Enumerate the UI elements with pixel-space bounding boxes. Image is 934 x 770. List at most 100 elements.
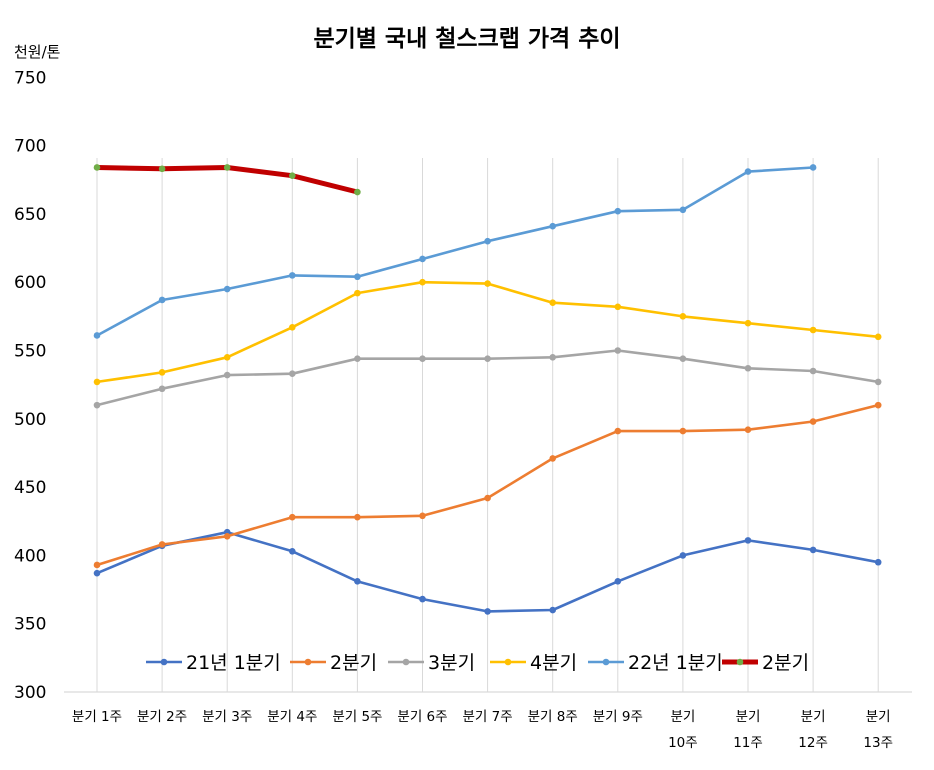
data-point — [93, 164, 101, 171]
x-tick-label: 분기 5주 — [332, 709, 382, 725]
data-point — [484, 355, 491, 362]
data-point — [614, 347, 622, 354]
data-point — [158, 296, 166, 304]
data-point — [744, 319, 752, 327]
y-tick-label: 700 — [14, 137, 46, 157]
legend-label: 22년 1분기 — [628, 652, 723, 674]
data-point — [93, 378, 101, 386]
series-line — [95, 166, 815, 337]
y-tick-label: 400 — [14, 546, 46, 566]
chart-title: 분기별 국내 철스크랩 가격 추이 — [313, 26, 620, 52]
data-point — [679, 313, 687, 320]
data-point — [158, 385, 166, 393]
legend-label: 3분기 — [428, 652, 475, 674]
data-point — [93, 332, 101, 339]
data-point — [614, 427, 622, 435]
legend-marker — [402, 658, 410, 666]
x-tick-label: 분기 — [736, 709, 761, 725]
x-tick-label: 분기 2주 — [137, 709, 187, 725]
data-point — [223, 164, 231, 171]
data-point — [679, 206, 687, 214]
legend-marker — [304, 658, 312, 666]
data-point — [223, 532, 231, 540]
data-point — [549, 606, 556, 614]
data-point — [874, 558, 882, 566]
data-point — [354, 355, 361, 362]
y-tick-label: 550 — [14, 342, 46, 362]
data-point — [679, 552, 687, 559]
data-point — [93, 569, 101, 577]
x-tick-label: 분기 7주 — [463, 709, 513, 725]
data-point — [744, 168, 752, 175]
data-point — [484, 237, 491, 245]
y-tick-label: 300 — [14, 683, 46, 703]
data-point — [679, 355, 687, 362]
data-point — [223, 371, 231, 379]
data-point — [874, 378, 882, 386]
data-point — [614, 303, 622, 311]
y-tick-label: 600 — [14, 273, 46, 293]
y-axis-unit-label: 천원/톤 — [14, 43, 60, 61]
data-point — [354, 578, 361, 585]
data-point — [419, 595, 426, 603]
data-point — [809, 326, 817, 334]
y-tick-label: 450 — [14, 478, 46, 498]
data-point — [93, 561, 101, 569]
data-point — [874, 333, 882, 341]
data-point — [419, 512, 426, 520]
data-point — [679, 427, 687, 435]
legend-label: 2분기 — [330, 652, 377, 674]
data-point — [289, 513, 296, 521]
x-tick-label: 분기 4주 — [267, 709, 317, 725]
plot-area: 300 350 400 450 500 550 600 650 700 750 분기 1주 분기 2주… — [14, 68, 912, 751]
data-point — [549, 354, 556, 361]
x-tick-label: 분기 3주 — [202, 709, 252, 725]
y-tick-label: 750 — [14, 68, 46, 88]
data-point — [549, 299, 556, 306]
x-tick-label: 분기 — [670, 709, 695, 725]
x-tick-label: 분기 — [866, 709, 891, 725]
data-point — [354, 289, 361, 297]
data-point — [809, 418, 817, 425]
data-point — [289, 172, 296, 179]
x-tick-label: 분기 1주 — [72, 709, 122, 725]
legend-marker — [602, 658, 610, 666]
legend-label: 2분기 — [762, 652, 809, 674]
data-point — [549, 222, 556, 230]
data-point — [419, 255, 426, 263]
data-point — [419, 355, 426, 362]
x-tick-label: 분기 9주 — [593, 709, 643, 725]
data-point — [419, 278, 426, 286]
data-point — [484, 494, 491, 502]
data-point — [549, 455, 556, 462]
data-point — [289, 370, 296, 378]
legend-label: 21년 1분기 — [186, 652, 281, 674]
legend-label: 4분기 — [530, 652, 577, 674]
data-point — [289, 323, 296, 331]
data-point — [289, 272, 296, 279]
data-point — [484, 608, 491, 615]
x-tick-label: 12주 — [798, 735, 828, 751]
data-point — [354, 513, 361, 521]
data-point — [158, 165, 166, 173]
x-tick-label: 10주 — [668, 735, 698, 751]
data-point — [223, 354, 231, 361]
data-point — [484, 280, 491, 287]
data-point — [614, 207, 622, 215]
data-point — [809, 546, 817, 554]
data-point — [223, 285, 231, 293]
y-tick-label: 500 — [14, 410, 46, 430]
data-point — [744, 537, 752, 544]
data-point — [744, 426, 752, 434]
legend-marker — [504, 658, 512, 666]
x-tick-label: 13주 — [863, 735, 893, 751]
data-point — [93, 401, 101, 409]
legend-marker — [736, 658, 744, 666]
data-point — [874, 401, 882, 409]
data-point — [614, 578, 622, 585]
data-point — [354, 273, 361, 281]
x-tick-label: 분기 6주 — [397, 709, 447, 725]
x-tick-label: 분기 8주 — [528, 709, 578, 725]
